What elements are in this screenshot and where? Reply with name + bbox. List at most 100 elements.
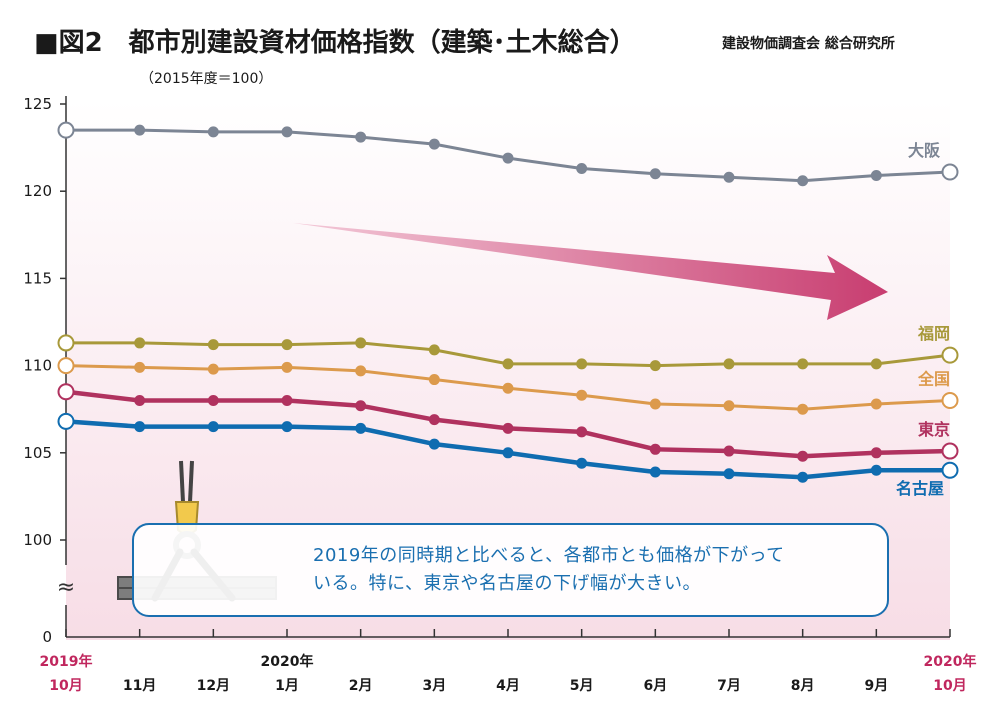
data-point-東京 <box>355 400 367 412</box>
data-point-全国 <box>57 357 75 375</box>
data-point-大阪 <box>57 121 75 139</box>
x-tick-year-label: 2020年 <box>924 653 977 670</box>
data-point-福岡 <box>207 339 219 351</box>
data-point-福岡 <box>281 339 293 351</box>
data-point-東京 <box>281 394 293 406</box>
data-point-大阪 <box>723 171 735 183</box>
data-point-東京 <box>797 450 809 462</box>
x-tick-month-label: 2月 <box>349 678 373 694</box>
data-point-東京 <box>502 422 514 434</box>
x-tick-month-label: 5月 <box>570 678 594 694</box>
data-point-東京 <box>57 383 75 401</box>
data-point-名古屋 <box>134 421 146 433</box>
downtrend-arrow <box>293 223 888 320</box>
data-point-全国 <box>870 398 882 410</box>
data-point-名古屋 <box>870 464 882 476</box>
y-tick-label: 125 <box>23 95 52 113</box>
x-tick-year-label: 2019年 <box>40 653 93 670</box>
data-point-全国 <box>502 382 514 394</box>
x-tick-year-label: 2020年 <box>261 653 314 670</box>
data-point-東京 <box>870 447 882 459</box>
y-tick-label: 110 <box>23 357 52 375</box>
data-point-東京 <box>134 394 146 406</box>
series-label-大阪: 大阪 <box>908 141 941 160</box>
data-point-大阪 <box>649 168 661 180</box>
data-point-大阪 <box>941 163 959 181</box>
x-tick-month-label: 12月 <box>197 678 230 694</box>
y-tick-label: 105 <box>23 444 52 462</box>
data-point-大阪 <box>134 124 146 136</box>
data-point-東京 <box>649 443 661 455</box>
data-point-全国 <box>649 398 661 410</box>
data-point-大阪 <box>428 138 440 150</box>
data-point-名古屋 <box>281 421 293 433</box>
y-tick-label: 115 <box>23 269 52 287</box>
data-point-名古屋 <box>57 412 75 430</box>
note-line-1: 2019年の同時期と比べると、各都市とも価格が下がって <box>313 545 785 566</box>
chart-title: ■図2 都市別建設資材価格指数（建築･土木総合） <box>34 28 636 58</box>
data-point-名古屋 <box>797 471 809 483</box>
data-point-大阪 <box>281 126 293 138</box>
data-point-大阪 <box>797 175 809 187</box>
data-point-東京 <box>428 414 440 426</box>
data-point-名古屋 <box>428 438 440 450</box>
data-point-全国 <box>576 389 588 401</box>
series-label-福岡: 福岡 <box>917 324 950 343</box>
series-label-名古屋: 名古屋 <box>896 479 944 498</box>
x-tick-month-label: 7月 <box>717 678 741 694</box>
data-point-大阪 <box>870 170 882 182</box>
x-tick-month-label: 3月 <box>422 678 446 694</box>
note-box <box>132 523 889 617</box>
data-point-東京 <box>941 442 959 460</box>
data-point-名古屋 <box>649 466 661 478</box>
data-point-大阪 <box>502 152 514 164</box>
data-point-東京 <box>207 394 219 406</box>
data-point-福岡 <box>57 334 75 352</box>
source-credit: 建設物価調査会 総合研究所 <box>722 36 895 52</box>
series-label-東京: 東京 <box>918 420 950 439</box>
data-point-福岡 <box>576 358 588 370</box>
x-tick-month-label: 9月 <box>864 678 888 694</box>
data-point-福岡 <box>649 360 661 372</box>
data-point-全国 <box>723 400 735 412</box>
data-point-名古屋 <box>502 447 514 459</box>
data-point-名古屋 <box>355 422 367 434</box>
note-text: 2019年の同時期と比べると、各都市とも価格が下がって いる。特に、東京や名古屋… <box>313 542 873 598</box>
data-point-福岡 <box>502 358 514 370</box>
axis-break-symbol: ≈ <box>57 575 75 600</box>
x-tick-month-label: 10月 <box>933 678 966 694</box>
data-point-福岡 <box>870 358 882 370</box>
data-point-全国 <box>797 403 809 415</box>
data-point-名古屋 <box>576 457 588 469</box>
data-point-福岡 <box>428 344 440 356</box>
data-point-福岡 <box>941 346 959 364</box>
x-tick-month-label: 1月 <box>275 678 299 694</box>
data-point-全国 <box>207 363 219 375</box>
y-tick-label: 120 <box>23 182 52 200</box>
data-point-大阪 <box>355 131 367 143</box>
data-point-大阪 <box>207 126 219 138</box>
data-point-福岡 <box>723 358 735 370</box>
x-tick-month-label: 6月 <box>643 678 667 694</box>
data-point-東京 <box>723 445 735 457</box>
x-tick-month-label: 11月 <box>123 678 156 694</box>
x-tick-month-label: 10月 <box>49 678 82 694</box>
data-point-全国 <box>428 374 440 386</box>
data-point-全国 <box>355 365 367 377</box>
data-point-名古屋 <box>207 421 219 433</box>
y-tick-label: 100 <box>23 531 52 549</box>
series-label-全国: 全国 <box>917 369 950 388</box>
data-point-福岡 <box>134 337 146 349</box>
note-line-2: いる。特に、東京や名古屋の下げ幅が大きい。 <box>313 573 701 594</box>
data-point-全国 <box>281 361 293 373</box>
data-point-福岡 <box>355 337 367 349</box>
y-tick-label-zero: 0 <box>42 628 52 646</box>
data-point-全国 <box>134 361 146 373</box>
data-point-名古屋 <box>723 468 735 480</box>
chart-subtitle: （2015年度＝100） <box>140 71 273 87</box>
data-point-名古屋 <box>941 461 959 479</box>
x-tick-month-label: 8月 <box>791 678 815 694</box>
data-point-大阪 <box>576 163 588 175</box>
data-point-東京 <box>576 426 588 438</box>
